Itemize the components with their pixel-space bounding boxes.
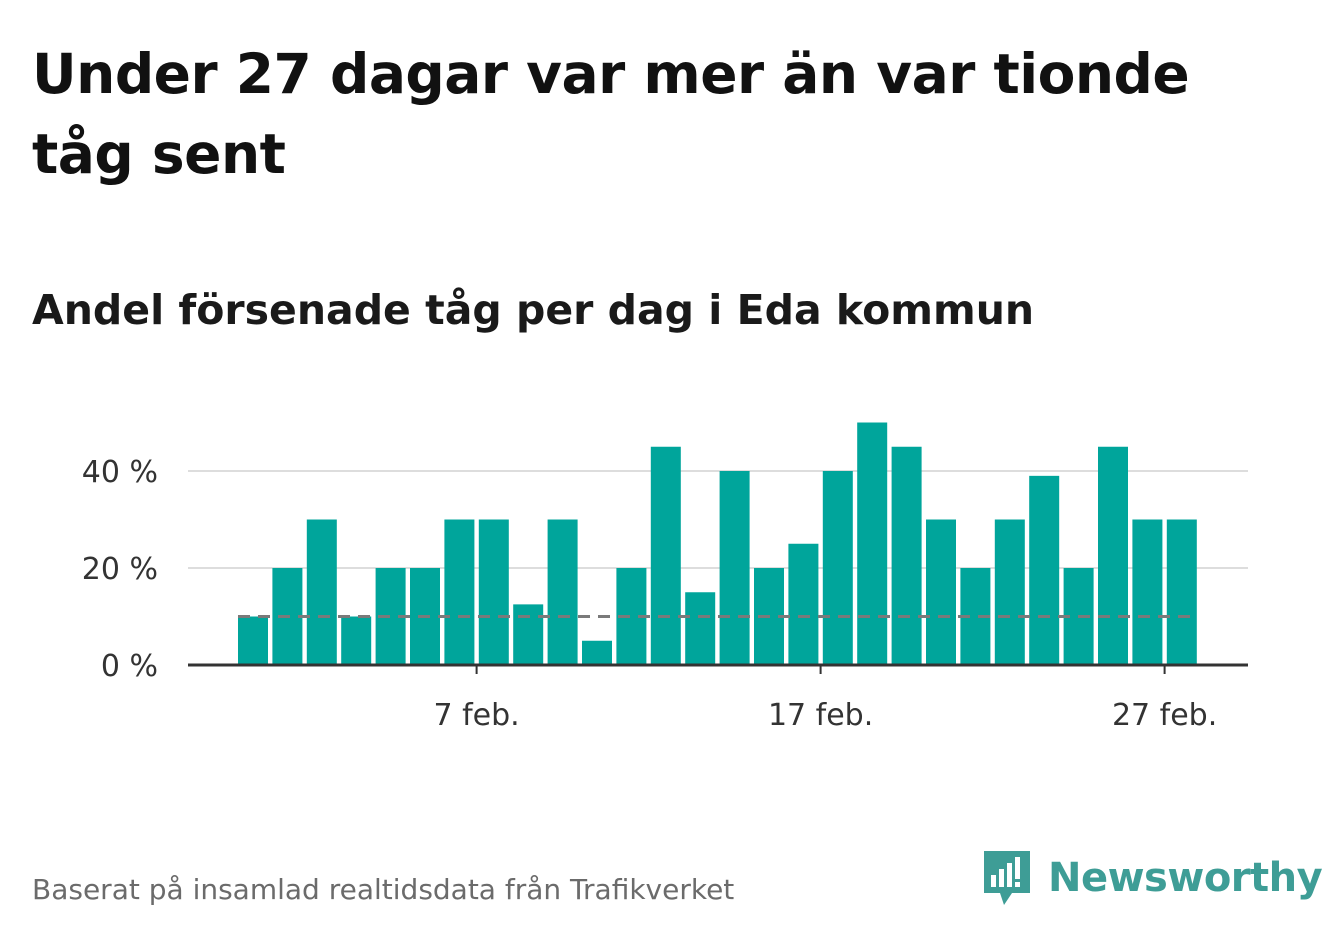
bar bbox=[513, 604, 544, 665]
y-tick-label: 0 % bbox=[101, 649, 158, 684]
bar bbox=[994, 519, 1025, 665]
bar bbox=[238, 616, 268, 665]
bar bbox=[1132, 519, 1163, 665]
bar bbox=[1029, 475, 1060, 665]
brand-logo[interactable]: Newsworthy bbox=[980, 846, 1322, 910]
bar bbox=[788, 543, 819, 665]
x-tick-label: 7 feb. bbox=[433, 698, 519, 733]
x-tick-label: 27 feb. bbox=[1112, 698, 1217, 733]
bar bbox=[891, 446, 922, 665]
y-tick-label: 40 % bbox=[82, 455, 158, 490]
bar bbox=[822, 471, 853, 665]
bar bbox=[685, 592, 716, 665]
bar bbox=[926, 519, 956, 665]
chart-subtitle: Andel försenade tåg per dag i Eda kommun bbox=[32, 286, 1035, 334]
bar bbox=[1166, 519, 1197, 665]
source-footnote: Baserat på insamlad realtidsdata från Tr… bbox=[32, 873, 735, 906]
bar bbox=[650, 446, 681, 665]
x-tick-label: 17 feb. bbox=[768, 698, 873, 733]
bar bbox=[1098, 446, 1128, 665]
newsworthy-logo-icon bbox=[984, 851, 1030, 905]
bar bbox=[547, 519, 578, 665]
bar bbox=[857, 422, 888, 665]
bar bbox=[478, 519, 509, 665]
bar bbox=[306, 519, 337, 665]
bar bbox=[444, 519, 475, 665]
y-tick-label: 20 % bbox=[82, 552, 158, 587]
bar bbox=[719, 471, 750, 665]
brand-name: Newsworthy bbox=[1048, 855, 1322, 901]
chart-title: Under 27 dagar var mer än var tionde tåg… bbox=[32, 42, 1190, 186]
bar bbox=[341, 616, 372, 665]
bar bbox=[582, 640, 612, 665]
